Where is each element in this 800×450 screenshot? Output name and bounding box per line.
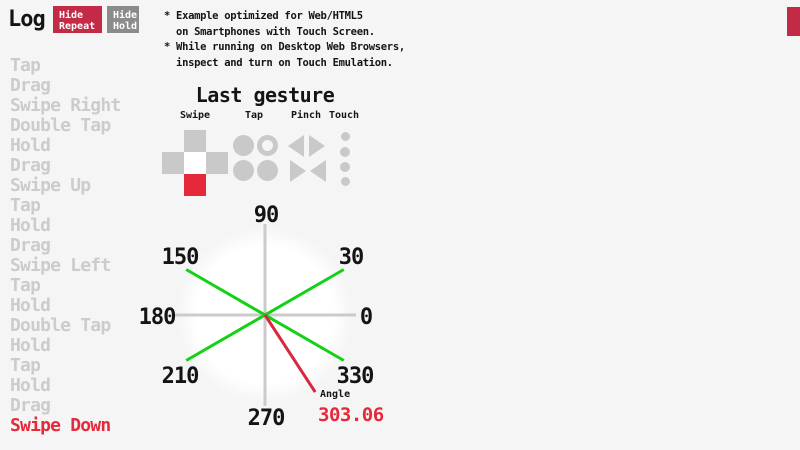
compass-label-150: 150 — [161, 245, 200, 270]
gesture-log-list: Tap Drag Swipe Right Double Tap Hold Dra… — [10, 56, 160, 436]
log-item: Tap — [10, 275, 41, 296]
log-item: Drag — [10, 155, 51, 176]
usage-note-line: on Smartphones with Touch Screen. — [164, 25, 375, 38]
log-item: Drag — [10, 75, 51, 96]
tap-column-label: Tap — [244, 110, 264, 121]
compass-label-0: 0 — [359, 305, 373, 330]
touch-column-label: Touch — [328, 110, 360, 121]
hide-hold-button-line2: Hold — [113, 21, 138, 32]
swipe-down-active-icon — [184, 174, 206, 196]
swipe-right-icon — [206, 152, 228, 174]
log-panel-title: Log — [8, 7, 46, 32]
hide-repeat-button-line1: Hide — [59, 10, 84, 21]
tap-ring-circle-icon — [257, 135, 278, 156]
compass-label-90: 90 — [253, 203, 280, 228]
log-item: Swipe Right — [10, 95, 121, 116]
angle-caption: Angle — [320, 389, 351, 400]
hide-hold-button[interactable]: Hide Hold — [107, 6, 139, 33]
touch-dot-icon — [340, 147, 350, 157]
log-item: Hold — [10, 215, 51, 236]
touch-dot-icon — [341, 132, 350, 141]
log-item: Hold — [10, 295, 51, 316]
log-item: Hold — [10, 335, 51, 356]
pinch-out-right-triangle-icon — [309, 135, 325, 157]
tap-filled-circle-icon — [233, 135, 254, 156]
pinch-column-label: Pinch — [290, 110, 322, 121]
usage-note-line: inspect and turn on Touch Emulation. — [164, 57, 393, 70]
usage-note-line: * Example optimized for Web/HTML5 — [164, 10, 363, 22]
compass-label-180: 180 — [138, 305, 177, 330]
log-item: Double Tap — [10, 315, 111, 336]
usage-note-line: * While running on Desktop Web Browsers, — [164, 41, 405, 54]
pinch-out-left-triangle-icon — [288, 135, 304, 157]
compass-label-30: 30 — [338, 245, 365, 270]
usage-notes: * Example optimized for Web/HTML5 on Sma… — [164, 9, 405, 72]
pinch-in-left-triangle-icon — [290, 160, 306, 182]
angle-value: 303.06 — [318, 404, 384, 426]
log-item: Double Tap — [10, 115, 111, 136]
swipe-up-icon — [184, 130, 206, 152]
compass-label-270: 270 — [247, 406, 286, 431]
log-item: Hold — [10, 375, 51, 396]
log-item: Drag — [10, 235, 51, 256]
hide-repeat-button-line2: Repeat — [59, 21, 96, 32]
swipe-column-label: Swipe — [179, 110, 211, 121]
last-gesture-title: Last gesture — [195, 83, 335, 107]
touch-dot-icon — [341, 177, 350, 186]
touch-dot-icon — [340, 162, 350, 172]
log-item: Swipe Up — [10, 175, 91, 196]
log-item: Tap — [10, 355, 41, 376]
current-angle-pointer-line — [263, 314, 317, 393]
log-item: Swipe Left — [10, 255, 111, 276]
hide-hold-button-line1: Hide — [113, 10, 138, 21]
log-item: Tap — [10, 55, 41, 76]
angle-compass — [174, 224, 356, 406]
double-tap-circle-icon — [233, 160, 254, 181]
double-tap-circle-icon — [257, 160, 278, 181]
top-right-red-marker — [787, 7, 800, 36]
compass-label-210: 210 — [161, 364, 200, 389]
swipe-left-icon — [162, 152, 184, 174]
pinch-in-right-triangle-icon — [310, 160, 326, 182]
swipe-center-icon — [184, 152, 206, 174]
log-item: Tap — [10, 195, 41, 216]
log-item: Hold — [10, 135, 51, 156]
compass-label-330: 330 — [336, 364, 375, 389]
log-item: Drag — [10, 395, 51, 416]
log-item-latest: Swipe Down — [10, 415, 111, 436]
hide-repeat-button[interactable]: Hide Repeat — [53, 6, 102, 33]
